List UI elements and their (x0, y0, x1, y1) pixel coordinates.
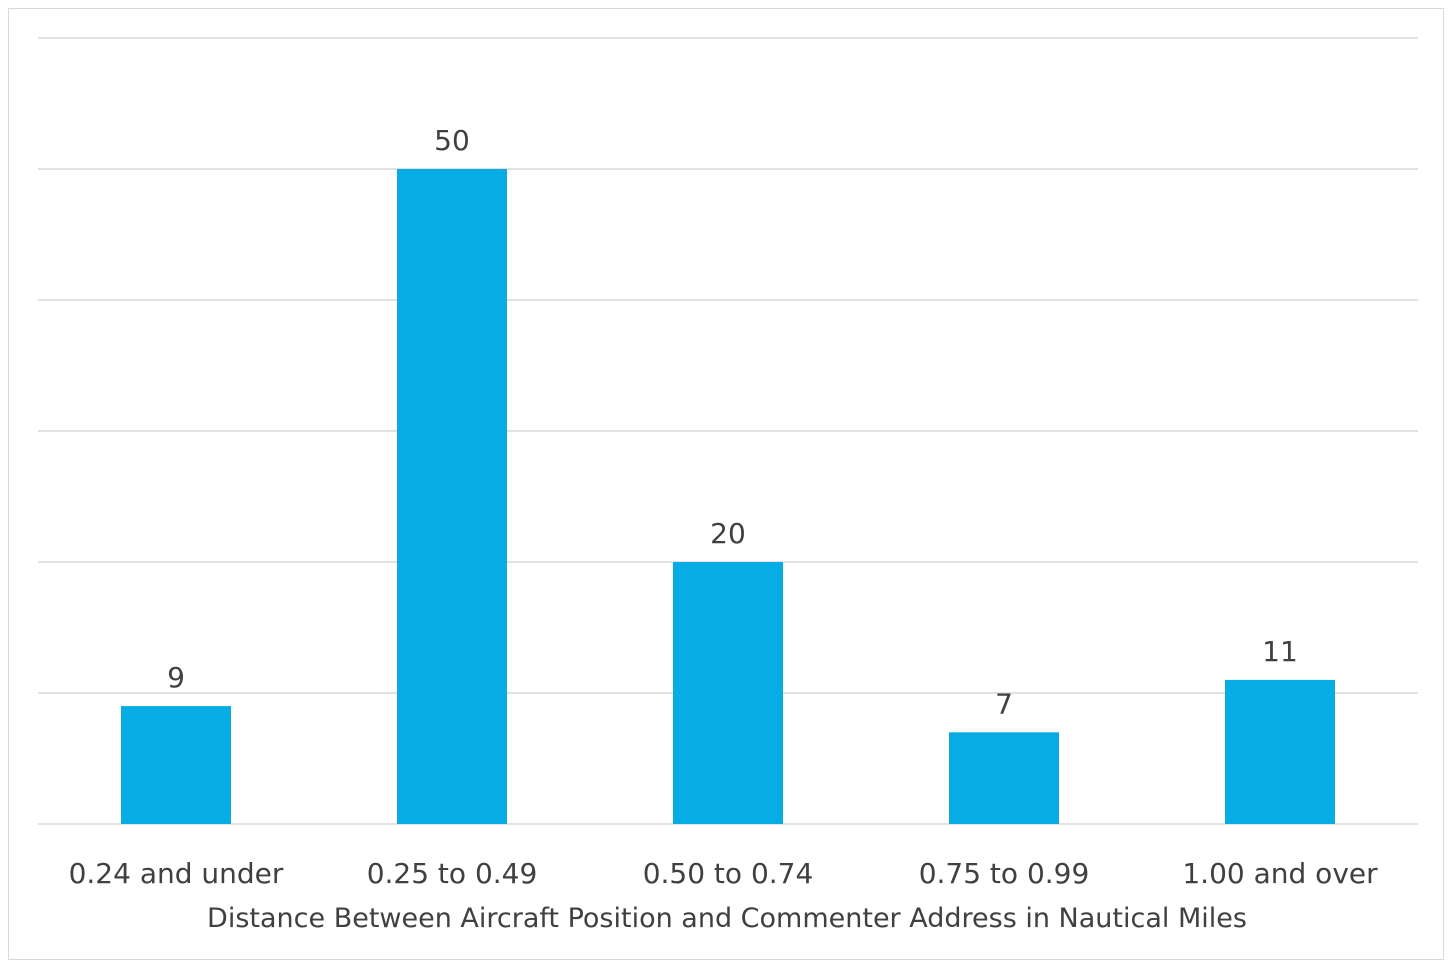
data-label: 9 (167, 661, 185, 694)
x-tick-label: 0.24 and under (69, 857, 284, 890)
bar (397, 169, 507, 824)
bar (1225, 679, 1335, 824)
data-labels: 9 50 20 7 11 (167, 124, 1298, 720)
x-axis-title: Distance Between Aircraft Position and C… (207, 903, 1247, 934)
data-label: 50 (434, 124, 470, 157)
data-label: 7 (995, 687, 1013, 720)
bars (121, 169, 1335, 824)
data-label: 11 (1262, 635, 1298, 668)
bar (121, 706, 231, 824)
x-tick-labels: 0.24 and under 0.25 to 0.49 0.50 to 0.74 0.… (69, 857, 1379, 890)
bar (673, 562, 783, 824)
x-tick-label: 0.25 to 0.49 (367, 857, 538, 890)
data-label: 20 (710, 517, 746, 550)
gridlines (38, 37, 1418, 825)
x-tick-label: 0.75 to 0.99 (919, 857, 1090, 890)
x-tick-label: 0.50 to 0.74 (643, 857, 814, 890)
x-tick-label: 1.00 and over (1182, 857, 1378, 890)
bar (949, 732, 1059, 824)
